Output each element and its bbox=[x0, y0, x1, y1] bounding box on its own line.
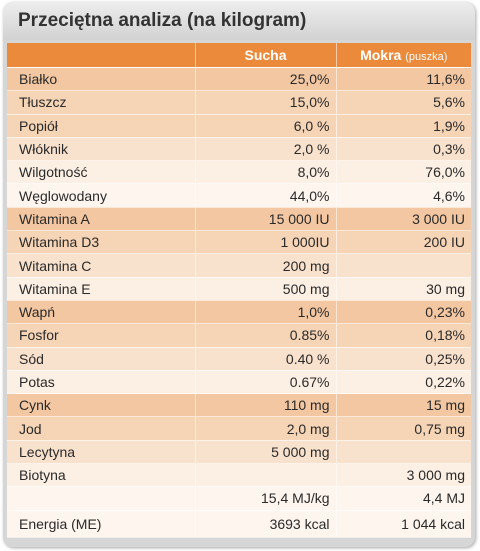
header-dry: Sucha bbox=[195, 43, 337, 68]
row-dry: 500 mg bbox=[195, 277, 337, 301]
row-label: Popiół bbox=[7, 114, 196, 138]
table-row: Jod 2,0 mg 0,75 mg bbox=[7, 416, 471, 441]
table-row: Witamina A 15 000 IU 3 000 IU bbox=[7, 207, 471, 231]
row-wet: 200 IU bbox=[336, 230, 471, 254]
row-label: Wapń bbox=[7, 300, 196, 324]
energy-wet-mj: 4,4 MJ bbox=[336, 486, 471, 511]
row-dry: 110 mg bbox=[195, 393, 337, 417]
row-label: Potas bbox=[7, 370, 196, 394]
row-wet: 1,9% bbox=[336, 114, 471, 138]
energy-row-kcal: Energia (ME) 3693 kcal 1 044 kcal bbox=[7, 510, 471, 538]
row-label: Fosfor bbox=[7, 323, 196, 348]
table-row: Włóknik 2,0 % 0,3% bbox=[7, 137, 471, 161]
row-dry: 0.67% bbox=[195, 370, 337, 394]
row-wet bbox=[336, 253, 471, 278]
row-dry: 0.85% bbox=[195, 323, 337, 348]
energy-wet-kcal: 1 044 kcal bbox=[336, 510, 471, 538]
row-label: Witamina C bbox=[7, 253, 196, 278]
row-label: Jod bbox=[7, 416, 196, 441]
header-wet: Mokra (puszka) bbox=[336, 43, 471, 68]
row-wet: 0,25% bbox=[336, 347, 471, 371]
row-wet: 0,23% bbox=[336, 300, 471, 324]
energy-dry-kcal: 3693 kcal bbox=[195, 510, 337, 538]
table-row: Lecytyna 5 000 mg bbox=[7, 440, 471, 464]
row-dry: 44,0% bbox=[195, 183, 337, 208]
analysis-table: Sucha Mokra (puszka) Białko 25,0% 11,6% Tł… bbox=[7, 43, 471, 538]
row-label: Węglowodany bbox=[7, 183, 196, 208]
table-row: Biotyna 3 000 mg bbox=[7, 463, 471, 487]
row-label: Wilgotność bbox=[7, 160, 196, 184]
table-row: Tłuszcz 15,0% 5,6% bbox=[7, 90, 471, 115]
row-wet: 4,6% bbox=[336, 183, 471, 208]
row-wet: 3 000 mg bbox=[336, 463, 471, 487]
table-row: Witamina D3 1 000IU 200 IU bbox=[7, 230, 471, 254]
page-title: Przeciętna analiza (na kilogram) bbox=[18, 10, 307, 31]
nutrition-card: Przeciętna analiza (na kilogram) Sucha M… bbox=[3, 2, 475, 547]
row-label: Cynk bbox=[7, 393, 196, 417]
row-label: Witamina D3 bbox=[7, 230, 196, 254]
header-empty bbox=[7, 43, 196, 68]
row-label: Sód bbox=[7, 347, 196, 371]
row-wet: 15 mg bbox=[336, 393, 471, 417]
row-wet: 3 000 IU bbox=[336, 207, 471, 231]
row-wet: 0,22% bbox=[336, 370, 471, 394]
row-wet: 0,75 mg bbox=[336, 416, 471, 441]
header-wet-main: Mokra bbox=[360, 47, 402, 63]
row-dry: 5 000 mg bbox=[195, 440, 337, 464]
row-dry: 15 000 IU bbox=[195, 207, 337, 231]
row-dry: 1 000IU bbox=[195, 230, 337, 254]
row-label: Białko bbox=[7, 67, 196, 91]
table-header-row: Sucha Mokra (puszka) bbox=[7, 43, 471, 68]
title-bar: Przeciętna analiza (na kilogram) bbox=[3, 2, 475, 40]
table-row: Białko 25,0% 11,6% bbox=[7, 67, 471, 91]
row-wet: 76,0% bbox=[336, 160, 471, 184]
row-dry bbox=[195, 463, 337, 487]
row-dry: 25,0% bbox=[195, 67, 337, 91]
row-dry: 200 mg bbox=[195, 253, 337, 278]
energy-row-mj: 15,4 MJ/kg 4,4 MJ bbox=[7, 486, 471, 511]
row-dry: 0.40 % bbox=[195, 347, 337, 371]
header-wet-note: (puszka) bbox=[405, 51, 448, 63]
table-row: Wilgotność 8,0% 76,0% bbox=[7, 160, 471, 184]
table-row: Cynk 110 mg 15 mg bbox=[7, 393, 471, 417]
energy-dry-mj: 15,4 MJ/kg bbox=[195, 486, 337, 511]
table-row: Wapń 1,0% 0,23% bbox=[7, 300, 471, 324]
energy-label-spacer bbox=[7, 486, 196, 511]
row-dry: 8,0% bbox=[195, 160, 337, 184]
table-row: Fosfor 0.85% 0,18% bbox=[7, 323, 471, 348]
row-label: Włóknik bbox=[7, 137, 196, 161]
row-dry: 15,0% bbox=[195, 90, 337, 115]
row-wet: 5,6% bbox=[336, 90, 471, 115]
row-dry: 2,0 mg bbox=[195, 416, 337, 441]
table-row: Popiół 6,0 % 1,9% bbox=[7, 114, 471, 138]
row-label: Lecytyna bbox=[7, 440, 196, 464]
row-label: Tłuszcz bbox=[7, 90, 196, 115]
table-row: Witamina C 200 mg bbox=[7, 253, 471, 278]
table-row: Potas 0.67% 0,22% bbox=[7, 370, 471, 394]
table-row: Węglowodany 44,0% 4,6% bbox=[7, 183, 471, 208]
row-wet: 30 mg bbox=[336, 277, 471, 301]
row-label: Biotyna bbox=[7, 463, 196, 487]
row-wet: 11,6% bbox=[336, 67, 471, 91]
row-dry: 2,0 % bbox=[195, 137, 337, 161]
table-row: Witamina E 500 mg 30 mg bbox=[7, 277, 471, 301]
row-dry: 6,0 % bbox=[195, 114, 337, 138]
row-wet bbox=[336, 440, 471, 464]
table-row: Sód 0.40 % 0,25% bbox=[7, 347, 471, 371]
row-label: Witamina E bbox=[7, 277, 196, 301]
row-label: Witamina A bbox=[7, 207, 196, 231]
row-dry: 1,0% bbox=[195, 300, 337, 324]
energy-label: Energia (ME) bbox=[7, 510, 196, 538]
row-wet: 0,3% bbox=[336, 137, 471, 161]
row-wet: 0,18% bbox=[336, 323, 471, 348]
